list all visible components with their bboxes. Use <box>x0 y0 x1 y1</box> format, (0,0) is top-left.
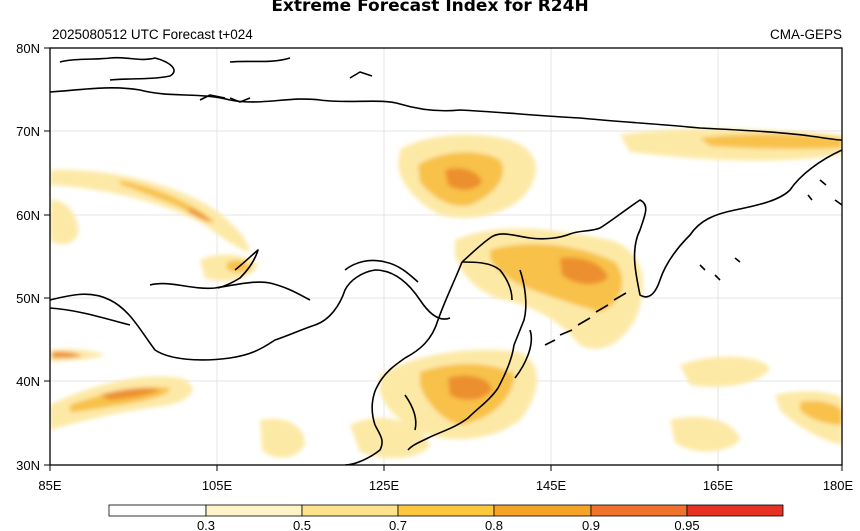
efi-shading <box>50 128 842 459</box>
efi-region-western-band <box>50 169 250 252</box>
mongolia-border <box>50 269 451 361</box>
korea-coastline <box>371 261 463 426</box>
model-name-label: CMA-GEPS <box>769 27 842 42</box>
lon-label-165e: 165E <box>703 478 734 493</box>
colorbar-bin-below-0-3 <box>108 504 207 517</box>
colorbar-bin-0-8 <box>493 504 592 517</box>
lon-label-85e: 85E <box>38 478 61 493</box>
colorbar-bin-0-5 <box>301 504 399 517</box>
colorbar-label-0-5: 0.5 <box>293 518 311 531</box>
colorbar-label-0-7: 0.7 <box>389 518 407 531</box>
plot-frame <box>49 47 843 466</box>
lake-baikal <box>217 249 259 289</box>
lon-label-105e: 105E <box>202 478 233 493</box>
lon-label-125e: 125E <box>369 478 400 493</box>
colorbar-bin-0-3 <box>205 504 303 517</box>
colorbar-label-0-3: 0.3 <box>197 518 215 531</box>
colorbar-bin-0-95 <box>686 504 784 517</box>
lon-label-180e: 180E <box>823 478 854 493</box>
chart-title: Extreme Forecast Index for R24H <box>271 0 589 16</box>
lon-label-145e: 145E <box>536 478 567 493</box>
colorbar: 0.3 0.5 0.7 0.8 0.9 0.95 <box>108 504 784 531</box>
lat-label-60n: 60N <box>16 208 40 223</box>
lat-label-50n: 50N <box>16 291 40 306</box>
lat-label-40n: 40N <box>16 374 40 389</box>
lat-label-70n: 70N <box>16 124 40 139</box>
colorbar-bin-0-9 <box>590 504 688 517</box>
sakhalin-coastline <box>513 269 527 346</box>
colorbar-bin-0-7 <box>397 504 495 517</box>
colorbar-label-0-8: 0.8 <box>485 518 503 531</box>
lat-label-80n: 80N <box>16 41 40 56</box>
kamchatka-coastline <box>461 149 842 298</box>
japan-coastline <box>407 344 515 451</box>
arctic-coastline <box>50 87 842 141</box>
coastlines <box>50 56 842 465</box>
forecast-time-label: 2025080512 UTC Forecast t+024 <box>52 27 253 42</box>
lat-label-30n: 30N <box>16 458 40 473</box>
colorbar-label-0-95: 0.95 <box>674 518 699 531</box>
lat-ticks <box>44 47 843 471</box>
colorbar-label-0-9: 0.9 <box>582 518 600 531</box>
